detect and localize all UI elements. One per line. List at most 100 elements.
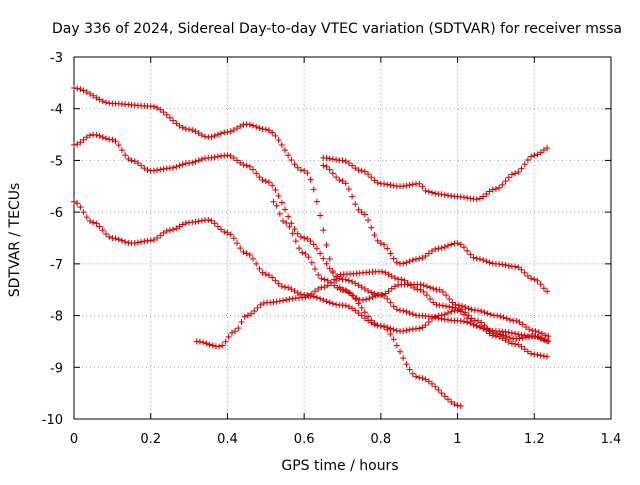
data-point (452, 301, 459, 308)
data-point (532, 333, 539, 340)
data-point (80, 136, 87, 143)
data-point (537, 281, 544, 288)
data-point (317, 295, 324, 302)
data-point (345, 186, 352, 193)
data-point (377, 240, 384, 247)
data-point (86, 217, 93, 224)
data-point (112, 235, 119, 242)
data-point (256, 265, 263, 272)
data-point (77, 86, 84, 93)
data-point (387, 325, 394, 332)
data-point (467, 251, 474, 258)
data-point (251, 308, 258, 315)
data-point (486, 259, 493, 266)
data-point (522, 323, 529, 330)
data-point (244, 312, 251, 319)
data-point (86, 132, 93, 139)
data-point (276, 210, 283, 217)
data-point (228, 329, 235, 336)
x-tick-label: 0.4 (217, 432, 238, 447)
data-point (302, 250, 309, 257)
data-point (222, 338, 229, 345)
data-point (83, 89, 90, 96)
data-point (227, 153, 234, 160)
data-point (313, 294, 320, 301)
data-point (544, 353, 551, 360)
data-point (345, 160, 352, 167)
data-point (154, 234, 161, 241)
data-point (269, 129, 276, 136)
data-point (481, 322, 488, 329)
data-point (138, 162, 145, 169)
data-point (438, 312, 445, 319)
data-point (499, 181, 506, 188)
data-point (317, 212, 324, 219)
data-point (349, 305, 356, 312)
data-point (486, 188, 493, 195)
data-point (310, 241, 317, 248)
data-point (454, 240, 461, 247)
y-tick-label: -9 (50, 361, 63, 376)
data-point (230, 154, 237, 161)
data-point (93, 131, 100, 138)
data-point (358, 312, 365, 319)
data-point (179, 124, 186, 131)
data-point (502, 328, 509, 335)
data-point (345, 277, 352, 284)
data-point (291, 161, 298, 168)
data-point (321, 276, 328, 283)
data-point (286, 296, 293, 303)
data-point (257, 301, 264, 308)
data-point (208, 217, 215, 224)
data-point (173, 225, 180, 232)
data-point (248, 310, 255, 317)
data-point (448, 308, 455, 315)
data-point (339, 157, 346, 164)
data-point (385, 288, 392, 295)
data-point (430, 299, 437, 306)
data-point (535, 334, 542, 341)
data-point (246, 121, 253, 128)
data-point (489, 186, 496, 193)
x-tick-label: 0.6 (294, 432, 315, 447)
data-point (444, 396, 451, 403)
data-point (280, 297, 287, 304)
data-point (83, 134, 90, 141)
data-point (198, 132, 205, 139)
data-point (368, 224, 375, 231)
data-point (150, 236, 157, 243)
data-point (444, 242, 451, 249)
data-point (235, 325, 242, 332)
data-point (535, 329, 542, 336)
data-point (483, 191, 490, 198)
data-point (545, 333, 552, 340)
data-point (476, 256, 483, 263)
data-point (519, 334, 526, 341)
data-point (202, 133, 209, 140)
data-point (343, 288, 350, 295)
data-point (71, 198, 77, 205)
data-point (326, 255, 333, 262)
data-point (478, 308, 485, 315)
data-point (353, 295, 360, 302)
data-point (528, 350, 535, 357)
data-point (157, 232, 164, 239)
data-point (224, 229, 231, 236)
data-point (400, 355, 407, 362)
data-point (144, 167, 151, 174)
data-point (457, 241, 464, 248)
data-point (409, 370, 416, 377)
data-point (272, 277, 279, 284)
data-point (393, 259, 400, 266)
data-point (538, 335, 545, 342)
data-point (250, 122, 256, 129)
data-point (275, 192, 282, 199)
data-point (542, 332, 549, 339)
data-point (382, 290, 389, 297)
data-point (545, 338, 552, 345)
data-point (409, 257, 416, 264)
data-point (512, 263, 519, 270)
data-point (531, 152, 538, 159)
data-point (516, 335, 523, 342)
data-point (109, 136, 116, 143)
